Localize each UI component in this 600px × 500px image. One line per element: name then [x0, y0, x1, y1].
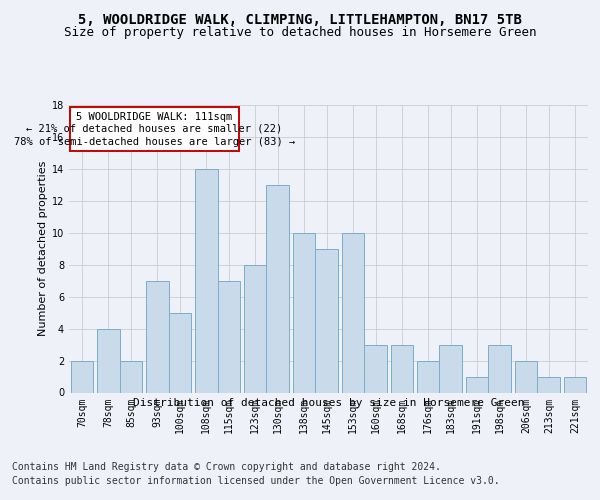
Bar	[439, 344, 463, 393]
FancyBboxPatch shape	[70, 108, 239, 152]
Text: 5 WOOLDRIDGE WALK: 111sqm: 5 WOOLDRIDGE WALK: 111sqm	[76, 112, 232, 122]
Bar	[244, 264, 266, 392]
Text: Contains public sector information licensed under the Open Government Licence v3: Contains public sector information licen…	[12, 476, 500, 486]
Bar	[293, 233, 316, 392]
Bar	[364, 344, 387, 393]
Text: Distribution of detached houses by size in Horsemere Green: Distribution of detached houses by size …	[133, 398, 524, 407]
Bar	[563, 376, 586, 392]
Bar	[97, 328, 119, 392]
Bar	[488, 344, 511, 393]
Text: Contains HM Land Registry data © Crown copyright and database right 2024.: Contains HM Land Registry data © Crown c…	[12, 462, 441, 472]
Bar	[119, 360, 142, 392]
Bar	[266, 185, 289, 392]
Text: 5, WOOLDRIDGE WALK, CLIMPING, LITTLEHAMPTON, BN17 5TB: 5, WOOLDRIDGE WALK, CLIMPING, LITTLEHAMP…	[78, 12, 522, 26]
Text: Size of property relative to detached houses in Horsemere Green: Size of property relative to detached ho…	[64, 26, 536, 39]
Bar	[169, 312, 191, 392]
Bar	[416, 360, 439, 392]
Bar	[466, 376, 488, 392]
Bar	[218, 280, 241, 392]
Bar	[316, 249, 338, 392]
Bar	[515, 360, 538, 392]
Y-axis label: Number of detached properties: Number of detached properties	[38, 161, 47, 336]
Bar	[71, 360, 94, 392]
Text: ← 21% of detached houses are smaller (22): ← 21% of detached houses are smaller (22…	[26, 124, 283, 134]
Bar	[538, 376, 560, 392]
Bar	[146, 280, 169, 392]
Bar	[194, 169, 218, 392]
Bar	[391, 344, 413, 393]
Bar	[341, 233, 364, 392]
Text: 78% of semi-detached houses are larger (83) →: 78% of semi-detached houses are larger (…	[14, 136, 295, 146]
